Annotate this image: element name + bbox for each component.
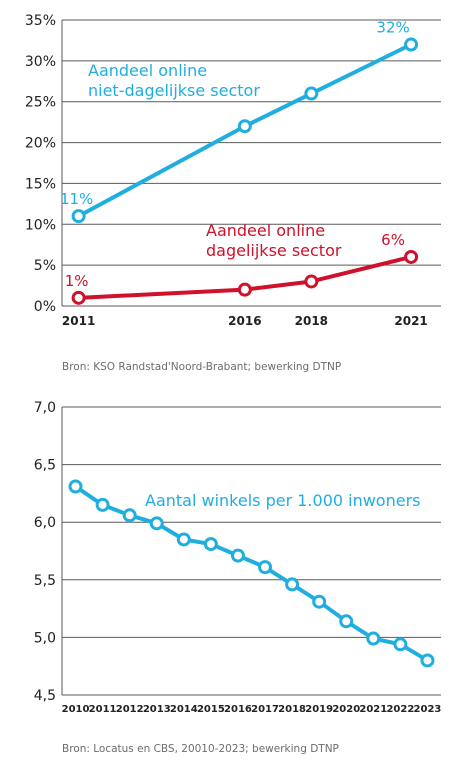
x-tick-label: 2011 bbox=[89, 704, 117, 715]
data-point bbox=[304, 86, 319, 101]
x-tick-label: 2019 bbox=[305, 704, 333, 715]
data-label: 1% bbox=[65, 272, 89, 290]
data-label: 32% bbox=[376, 19, 409, 37]
y-tick-label: 6,5 bbox=[34, 458, 56, 474]
y-tick-label: 25% bbox=[25, 95, 56, 111]
online-share-chart-svg: 0% 5% 10% 15% 20% 25% 30% 35% 2011 2016 2018 2021 11… bbox=[25, 13, 441, 328]
y-tick-label: 15% bbox=[25, 176, 56, 192]
x-tick-label: 2010 bbox=[62, 704, 90, 715]
data-point bbox=[237, 119, 252, 134]
data-point bbox=[420, 653, 435, 668]
source-note-1: Bron: KSO Randstad'Noord-Brabant; bewerk… bbox=[62, 361, 342, 373]
x-tick-label: 2013 bbox=[143, 704, 171, 715]
x-tick-label: 2014 bbox=[170, 704, 198, 715]
data-point bbox=[71, 209, 86, 224]
data-point bbox=[404, 37, 419, 52]
y-tick-label: 35% bbox=[25, 13, 56, 29]
series-line bbox=[78, 255, 412, 300]
x-tick-label: 2015 bbox=[197, 704, 225, 715]
x-tick-label: 2012 bbox=[116, 704, 144, 715]
data-point bbox=[95, 497, 110, 512]
y-tick-label: 10% bbox=[25, 217, 56, 233]
y-tick-label: 5,5 bbox=[34, 573, 56, 589]
data-point bbox=[304, 274, 319, 289]
x-tick-label: 2022 bbox=[386, 704, 414, 715]
data-point bbox=[230, 548, 245, 563]
data-point bbox=[339, 614, 354, 629]
series-line bbox=[77, 42, 412, 218]
x-tick-label: 2017 bbox=[251, 704, 279, 715]
data-point bbox=[237, 282, 252, 297]
y-tick-label: 5,0 bbox=[34, 630, 56, 646]
data-point bbox=[176, 532, 191, 547]
data-point bbox=[285, 577, 300, 592]
y-tick-label: 30% bbox=[25, 54, 56, 70]
online-share-chart: 0% 5% 10% 15% 20% 25% 30% 35% 2011 2016 2018 2021 11… bbox=[0, 0, 471, 340]
data-point bbox=[258, 560, 273, 575]
series-name-label: dagelijkse sector bbox=[206, 241, 342, 260]
x-tick-label: 2021 bbox=[394, 314, 427, 328]
data-point bbox=[122, 508, 137, 523]
data-point bbox=[312, 594, 327, 609]
x-tick-label: 2011 bbox=[62, 314, 95, 328]
data-point bbox=[203, 537, 218, 552]
x-tick-label: 2018 bbox=[295, 314, 328, 328]
source-note-2: Bron: Locatus en CBS, 20010-2023; bewerk… bbox=[62, 743, 339, 755]
series-name-label: Aandeel online bbox=[88, 61, 207, 80]
data-point bbox=[68, 479, 83, 494]
y-tick-label: 6,0 bbox=[34, 515, 56, 531]
data-point bbox=[393, 637, 408, 652]
series-name-label: niet-dagelijkse sector bbox=[88, 81, 260, 100]
y-tick-label: 20% bbox=[25, 136, 56, 152]
shops-per-capita-chart: 4,5 5,0 5,5 6,0 6,5 7,0 2010 2011 2012 2013 2014 20… bbox=[0, 390, 471, 720]
y-tick-label: 0% bbox=[34, 299, 56, 315]
x-tick-label: 2020 bbox=[332, 704, 360, 715]
x-tick-label: 2016 bbox=[224, 704, 252, 715]
data-point bbox=[71, 290, 86, 305]
data-point bbox=[149, 516, 164, 531]
x-tick-label: 2021 bbox=[359, 704, 387, 715]
data-point bbox=[404, 249, 419, 264]
x-tick-label: 2023 bbox=[414, 704, 442, 715]
series-name-label: Aandeel online bbox=[206, 221, 325, 240]
x-tick-label: 2016 bbox=[228, 314, 261, 328]
y-tick-label: 4,5 bbox=[34, 688, 56, 704]
y-tick-label: 7,0 bbox=[34, 400, 56, 416]
data-label: 11% bbox=[60, 190, 93, 208]
data-label: 6% bbox=[381, 231, 405, 249]
x-tick-label: 2018 bbox=[278, 704, 306, 715]
y-tick-label: 5% bbox=[34, 258, 56, 274]
data-point bbox=[366, 631, 381, 646]
series-name-label: Aantal winkels per 1.000 inwoners bbox=[145, 491, 421, 510]
